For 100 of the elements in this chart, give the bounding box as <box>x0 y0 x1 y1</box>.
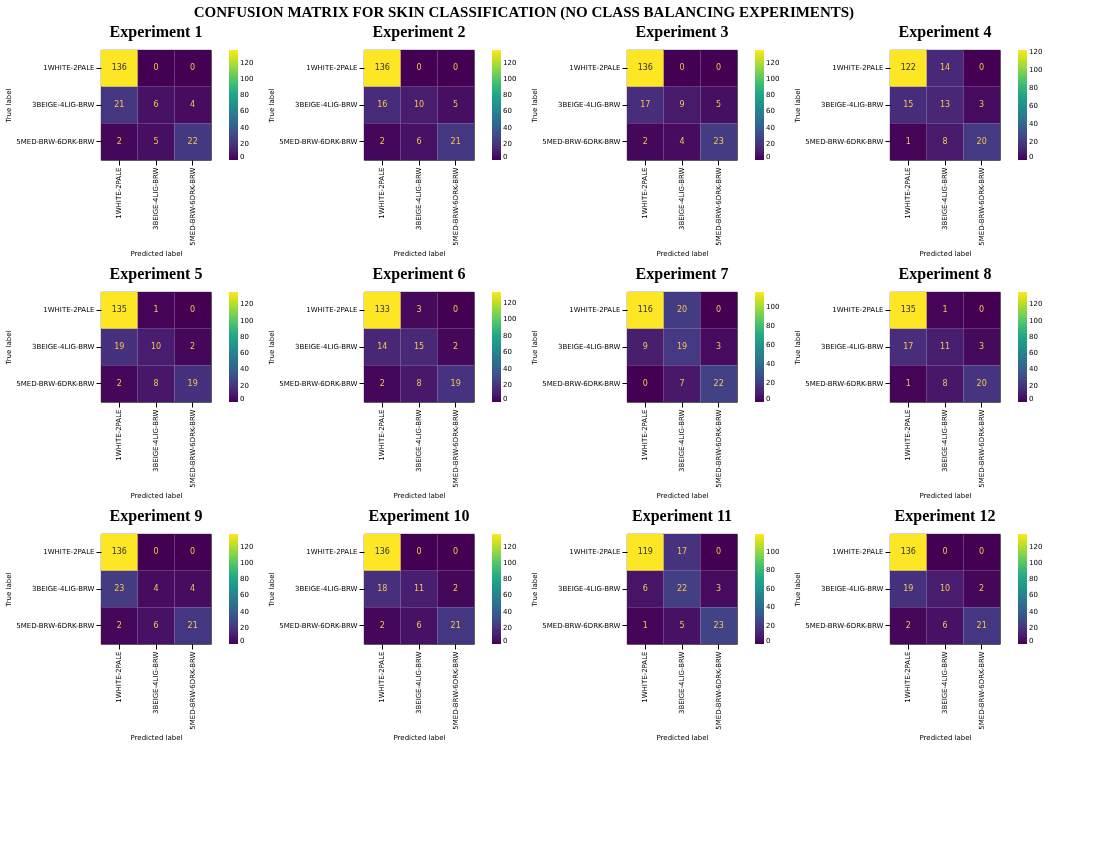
data-label: 22 <box>676 584 688 593</box>
data-label: 0 <box>642 378 648 388</box>
data-label: 1 <box>942 305 948 315</box>
data-label: 0 <box>942 547 948 557</box>
data-label: 20 <box>976 378 987 388</box>
data-label: 3 <box>716 584 722 593</box>
data-label: 2 <box>453 342 459 351</box>
data-label: 0 <box>979 63 985 73</box>
data-label: 122 <box>900 63 916 73</box>
data-label: 4 <box>153 584 159 593</box>
data-label: 5 <box>453 100 459 109</box>
text: CONFUSION MATRIX FOR SKIN CLASSIFICATION (NO CLASS BALANCING EXPERIMENTS) <box>193 3 855 21</box>
data-label: 1 <box>642 620 648 630</box>
data-label: 23 <box>114 584 125 593</box>
data-label: 0 <box>679 63 685 73</box>
data-label: 10 <box>413 100 425 109</box>
chart-title: Experiment 9 <box>109 507 203 525</box>
chart-title: Experiment 7 <box>635 265 729 283</box>
data-label: 4 <box>190 584 196 593</box>
data-label: 3 <box>979 342 985 351</box>
data-label: 2 <box>116 620 122 630</box>
data-label: 136 <box>637 63 653 73</box>
data-label: 23 <box>713 620 724 630</box>
chart-title: Experiment 10 <box>368 507 470 525</box>
data-label: 0 <box>153 63 159 73</box>
data-label: 0 <box>190 305 196 315</box>
data-label: 19 <box>903 584 914 593</box>
chart-title: Experiment 2 <box>372 23 466 41</box>
data-label: 8 <box>153 378 159 388</box>
data-label: 10 <box>150 342 162 351</box>
data-label: 20 <box>976 136 987 146</box>
data-label: 1 <box>905 378 911 388</box>
data-label: 0 <box>453 63 459 73</box>
data-label: 2 <box>116 136 122 146</box>
data-label: 15 <box>413 342 425 351</box>
data-label: 9 <box>679 100 685 109</box>
data-label: 8 <box>416 378 422 388</box>
data-label: 0 <box>190 63 196 73</box>
data-label: 11 <box>413 584 425 593</box>
data-label: 6 <box>642 584 648 593</box>
data-label: 17 <box>903 342 914 351</box>
data-label: 136 <box>900 547 916 557</box>
data-label: 19 <box>450 378 461 388</box>
data-label: 6 <box>153 100 159 109</box>
data-label: 6 <box>942 620 948 630</box>
data-label: 16 <box>377 100 388 109</box>
data-label: 6 <box>416 136 422 146</box>
data-label: 0 <box>716 547 722 557</box>
data-label: 8 <box>942 136 948 146</box>
data-label: 2 <box>379 378 385 388</box>
data-label: 0 <box>979 305 985 315</box>
data-label: 5 <box>679 620 685 630</box>
data-label: 3 <box>416 305 422 315</box>
data-label: 0 <box>453 305 459 315</box>
data-label: 1 <box>153 305 159 315</box>
data-label: 4 <box>190 100 196 109</box>
data-label: 135 <box>111 305 127 315</box>
data-label: 2 <box>116 378 122 388</box>
data-label: 0 <box>979 547 985 557</box>
data-label: 9 <box>642 342 648 351</box>
data-label: 0 <box>416 547 422 557</box>
data-label: 8 <box>942 378 948 388</box>
data-label: 135 <box>900 305 916 315</box>
chart-title: Experiment 12 <box>894 507 996 525</box>
data-label: 17 <box>640 100 651 109</box>
data-label: 5 <box>716 100 722 109</box>
data-label: 21 <box>976 620 987 630</box>
data-label: 133 <box>374 305 390 315</box>
data-label: 1 <box>905 136 911 146</box>
data-label: 2 <box>642 136 648 146</box>
data-label: 119 <box>637 547 653 557</box>
data-label: 2 <box>905 620 911 630</box>
chart-title: Experiment 11 <box>632 507 732 525</box>
data-label: 2 <box>379 136 385 146</box>
data-label: 19 <box>187 378 198 388</box>
data-label: 22 <box>187 136 198 146</box>
data-label: 17 <box>676 547 688 557</box>
data-label: 136 <box>374 63 390 73</box>
data-label: 136 <box>111 547 127 557</box>
data-label: 4 <box>679 136 685 146</box>
data-label: 21 <box>450 620 461 630</box>
data-label: 0 <box>416 63 422 73</box>
data-label: 6 <box>153 620 159 630</box>
data-label: 22 <box>713 378 724 388</box>
data-label: 18 <box>377 584 388 593</box>
data-label: 116 <box>637 305 653 315</box>
data-label: 15 <box>903 100 914 109</box>
chart-title: Experiment 1 <box>109 23 203 41</box>
chart-title: Experiment 8 <box>898 265 992 283</box>
data-label: 0 <box>153 547 159 557</box>
data-label: 20 <box>676 305 688 315</box>
data-label: 0 <box>190 547 196 557</box>
data-label: 0 <box>716 63 722 73</box>
data-label: 21 <box>187 620 198 630</box>
data-label: 3 <box>979 100 985 109</box>
data-label: 136 <box>111 63 127 73</box>
chart-title: Experiment 3 <box>635 23 729 41</box>
data-label: 2 <box>190 342 196 351</box>
data-label: 21 <box>114 100 125 109</box>
data-label: 21 <box>450 136 461 146</box>
